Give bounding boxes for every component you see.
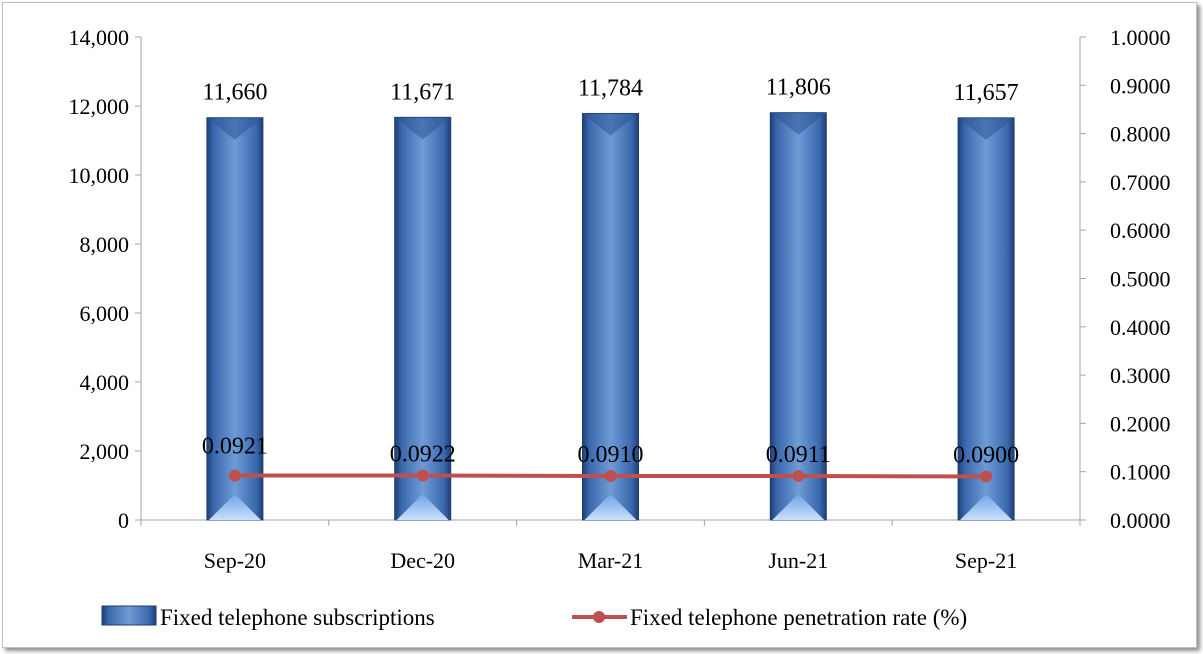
line-data-label: 0.0921 — [202, 434, 268, 460]
bar-group — [957, 117, 1015, 521]
legend-line-marker — [593, 611, 605, 623]
bar — [582, 112, 639, 521]
legend-label-subscriptions: Fixed telephone subscriptions — [160, 605, 435, 630]
line-point — [228, 469, 241, 482]
line-data-label: 0.0900 — [953, 443, 1019, 469]
right-axis-tick-label: 0.6000 — [1110, 218, 1171, 243]
bar-bevel-top — [394, 117, 451, 140]
bar-group — [582, 112, 639, 521]
right-axis-tick-label: 0.0000 — [1110, 508, 1171, 533]
bar-bevel-base — [960, 494, 1013, 520]
right-axis-tick-label: 0.9000 — [1110, 73, 1171, 98]
bar-bevel-top — [582, 113, 639, 136]
bar-group — [769, 112, 827, 521]
right-axis-tick-label: 0.4000 — [1110, 315, 1171, 340]
left-axis-tick-label: 2,000 — [80, 439, 130, 464]
bar-data-label: 11,660 — [202, 80, 267, 106]
left-axis-tick-label: 10,000 — [69, 163, 130, 188]
bar-bevel-top — [770, 112, 827, 135]
right-axis-tick-label: 1.0000 — [1110, 25, 1171, 50]
bar-bevel-base — [208, 494, 261, 520]
left-axis-tick-label: 12,000 — [69, 94, 130, 119]
line-point — [416, 469, 429, 482]
bar-bevel-top — [206, 117, 263, 140]
line-point — [604, 470, 617, 483]
right-axis-tick-label: 0.3000 — [1110, 363, 1171, 388]
legend: Fixed telephone subscriptions Fixed telep… — [101, 605, 967, 630]
bar-data-label: 11,784 — [578, 75, 643, 101]
bar — [957, 117, 1015, 521]
x-axis-tick-label: Dec-20 — [390, 548, 455, 573]
line-point — [980, 470, 993, 483]
bar — [206, 117, 264, 521]
legend-label-penetration: Fixed telephone penetration rate (%) — [630, 605, 967, 630]
bar-group — [206, 117, 264, 521]
bar-bevel-base — [772, 494, 825, 520]
left-axis-tick-label: 4,000 — [80, 370, 130, 395]
legend-bar-swatch — [101, 605, 157, 626]
bar-data-label: 11,806 — [766, 75, 831, 101]
bar — [394, 116, 452, 521]
x-axis-tick-label: Mar-21 — [578, 548, 644, 573]
right-axis-tick-label: 0.8000 — [1110, 122, 1171, 147]
left-axis-tick-label: 8,000 — [80, 232, 130, 257]
right-axis-tick-label: 0.2000 — [1110, 411, 1171, 436]
bar-bevel-base — [396, 494, 449, 520]
right-axis-tick-label: 0.7000 — [1110, 170, 1171, 195]
left-axis-tick-label: 6,000 — [80, 301, 130, 326]
left-axis-tick-label: 0 — [118, 508, 129, 533]
line-data-label: 0.0911 — [766, 442, 831, 468]
right-axis-tick-label: 0.5000 — [1110, 267, 1171, 292]
bar-bevel-base — [584, 494, 637, 520]
left-axis-tick-label: 14,000 — [69, 25, 130, 50]
bar-bevel-top — [958, 117, 1015, 140]
x-axis-tick-label: Jun-21 — [768, 548, 828, 573]
right-axis-tick-label: 0.1000 — [1110, 460, 1171, 485]
bar-series: 11,660 11,671 11,784 11,806 11,657 — [202, 75, 1019, 521]
bar-data-label: 11,657 — [954, 80, 1019, 106]
x-axis-tick-label: Sep-21 — [955, 548, 1017, 573]
line-data-label: 0.0910 — [578, 442, 644, 468]
x-axis-tick-label: Sep-20 — [204, 548, 266, 573]
axes: 0 2,000 4,000 6,000 8,000 10,000 12,000 14,000 0… — [69, 25, 1171, 573]
line-series: 0.0921 0.0922 0.0910 0.0911 0.0900 — [202, 434, 1019, 483]
bar-data-label: 11,671 — [390, 79, 455, 105]
bar-group — [394, 116, 452, 521]
line-data-label: 0.0922 — [390, 441, 456, 467]
line-point — [792, 469, 805, 482]
